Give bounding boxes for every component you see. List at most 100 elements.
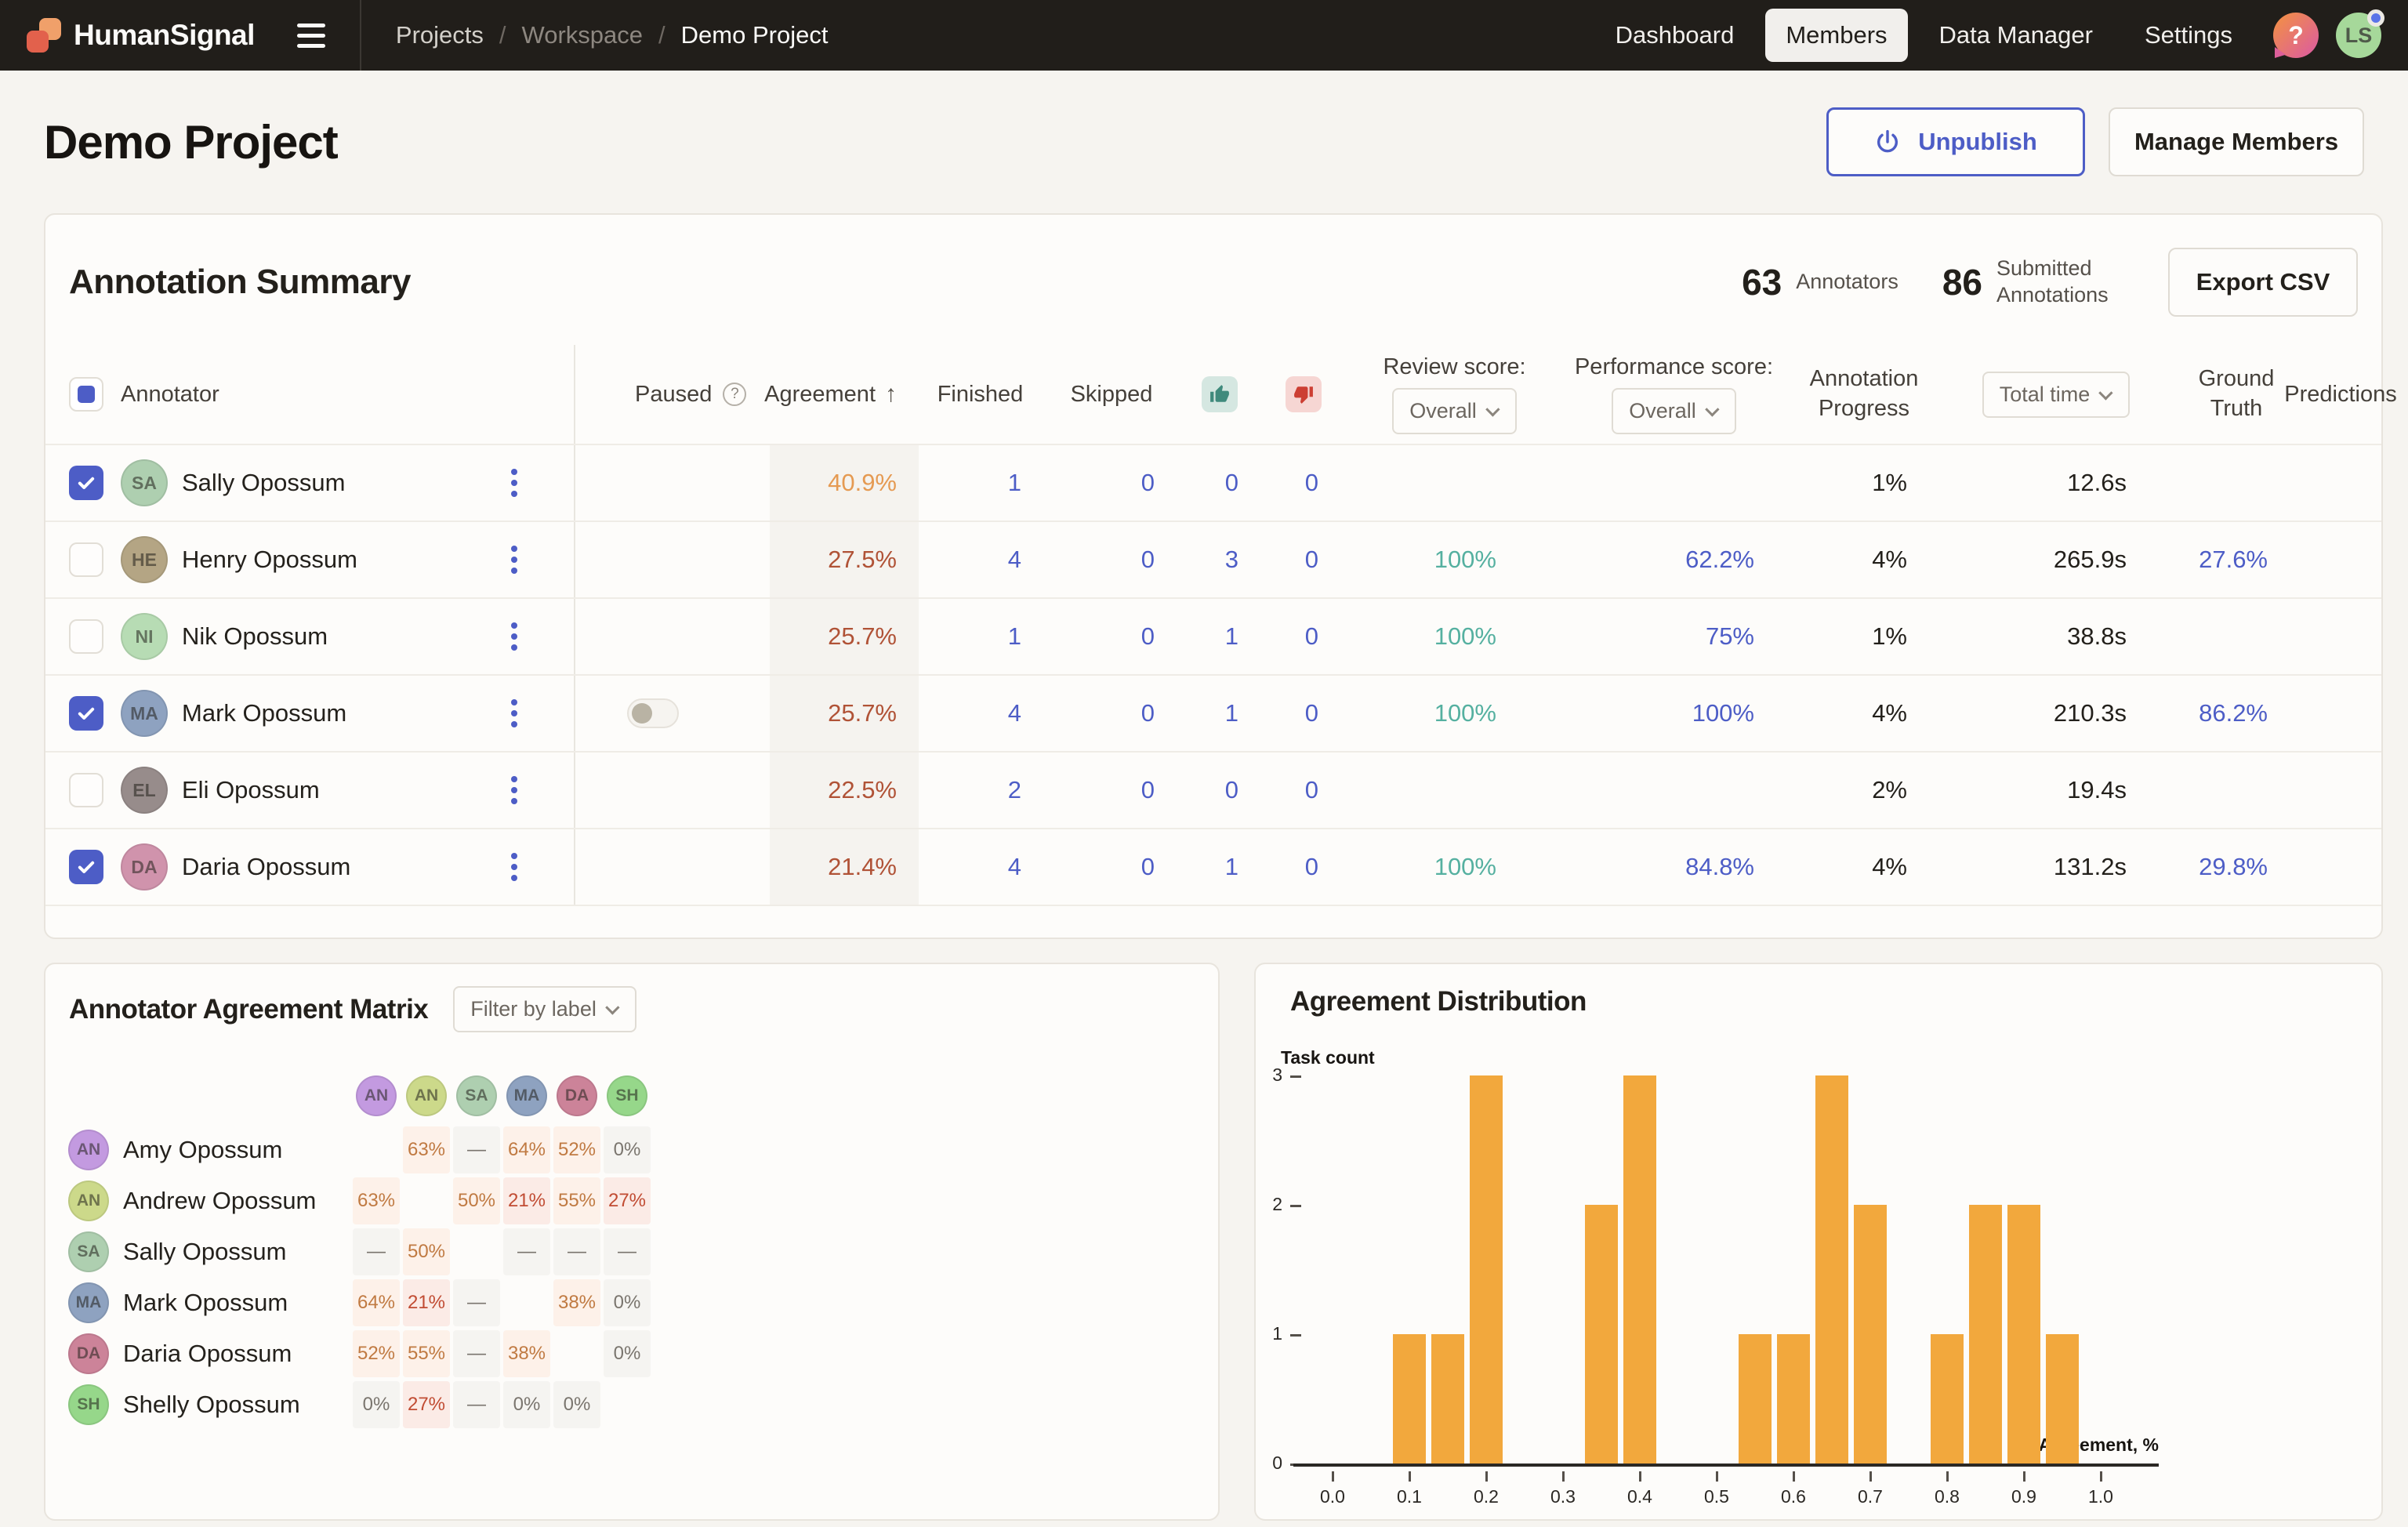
hamburger-menu-icon[interactable] [292,19,330,53]
breadcrumb-item-workspace[interactable]: Workspace [521,21,644,49]
matrix-cell: 38% [553,1279,600,1326]
nav-item-dashboard[interactable]: Dashboard [1615,21,1735,49]
row-menu-button[interactable] [495,616,533,657]
matrix-cell: 0% [604,1329,651,1377]
ground-truth-value: 29.8% [2199,853,2268,880]
agreement-value: 40.9% [828,469,897,496]
breadcrumb: Projects / Workspace / Demo Project [396,21,829,49]
x-tick-label: 1.0 [2088,1486,2113,1507]
summary-stats: 63 Annotators 86 Submitted Annotations [1742,256,2134,309]
nav-item-members[interactable]: Members [1765,9,1908,62]
row-checkbox[interactable] [69,773,103,807]
user-avatar[interactable]: LS [2336,9,2384,58]
annotator-avatar: HE [121,536,168,583]
y-tick-label: 1 [1272,1323,1282,1344]
nav-item-data-manager[interactable]: Data Manager [1938,21,2093,49]
total-time-select[interactable]: Total time [1982,371,2131,418]
row-menu-button[interactable] [495,693,533,734]
select-all-checkbox[interactable] [69,377,103,412]
matrix-cell: 50% [403,1228,450,1275]
row-checkbox[interactable] [69,542,103,577]
matrix-column-avatar: AN [356,1075,397,1116]
row-checkbox[interactable] [69,850,103,884]
x-tick-mark [1639,1471,1641,1482]
matrix-row-name: Sally Opossum [123,1237,287,1265]
matrix-cell: 0% [353,1380,400,1428]
row-checkbox[interactable] [69,696,103,731]
chart-bar [1431,1334,1464,1464]
matrix-cell: 55% [553,1177,600,1224]
matrix-cell: 0% [503,1380,550,1428]
thumbs-up-count: 1 [1224,853,1238,880]
agreement-value: 21.4% [828,853,897,880]
col-agreement[interactable]: Agreement ↑ [764,381,897,407]
row-checkbox[interactable] [69,619,103,654]
thumbs-up-count: 3 [1224,546,1238,573]
help-icon[interactable]: ? [2273,13,2319,58]
unpublish-button[interactable]: Unpublish [1826,107,2085,176]
matrix-column-avatar: AN [406,1075,447,1116]
stat-value: 63 [1742,262,1782,303]
row-menu-button[interactable] [495,770,533,811]
sort-ascending-icon: ↑ [885,381,897,407]
row-menu-button[interactable] [495,539,533,580]
annotator-table: Annotator Paused ? Agreement ↑ Finished … [45,345,2397,906]
performance-score-select[interactable]: Overall [1612,388,1736,434]
thumbs-down-count: 0 [1304,776,1318,803]
performance-score-value: 84.8% [1685,853,1754,880]
matrix-row-avatar: SA [68,1231,109,1272]
row-checkbox[interactable] [69,466,103,500]
skipped-count: 0 [1141,853,1155,880]
agreement-value: 22.5% [828,776,897,803]
manage-members-button[interactable]: Manage Members [2109,107,2364,176]
matrix-cell: — [453,1329,500,1377]
ground-truth-value: 27.6% [2199,546,2268,573]
chevron-down-icon [2098,385,2113,401]
matrix-cell: 21% [403,1279,450,1326]
total-time-value: 38.8s [2067,622,2127,650]
performance-score-label: Performance score: [1574,354,1774,379]
matrix-row-avatar: DA [68,1333,109,1374]
annotator-name: Nik Opossum [182,622,328,650]
matrix-cell: 63% [353,1177,400,1224]
x-tick-label: 0.7 [1858,1486,1883,1507]
annotation-summary-card: Annotation Summary 63 Annotators 86 Submitt… [44,213,2397,939]
agreement-column-highlight [770,445,919,906]
chart-bar [1815,1075,1848,1464]
col-finished[interactable]: Finished [937,381,1024,407]
agreement-matrix: AN AN SA MA DA SH AN Amy Opossum 63% —64% 52% 0% AN A… [45,1070,1218,1430]
x-tick-mark [1716,1471,1718,1482]
breadcrumb-item-projects[interactable]: Projects [395,21,484,49]
breadcrumb-item-demo-project[interactable]: Demo Project [680,21,829,49]
total-time-value: 19.4s [2067,776,2127,803]
row-menu-button[interactable] [495,847,533,887]
finished-count: 4 [1007,853,1021,880]
paused-help-icon[interactable]: ? [723,383,747,406]
table-row: MA Mark Opossum 25.7% 4 0 1 0 100% 100% 4% 210.3s 8… [45,676,2381,753]
x-tick-mark [1869,1471,1872,1482]
nav-item-settings[interactable]: Settings [2144,21,2232,49]
filter-by-label-select[interactable]: Filter by label [453,986,636,1032]
thumbs-down-icon [1286,376,1322,412]
matrix-cell-self [604,1381,651,1428]
paused-toggle[interactable] [627,698,679,728]
export-csv-button[interactable]: Export CSV [2168,248,2358,317]
matrix-cell: — [453,1279,500,1326]
row-menu-button[interactable] [495,462,533,503]
total-time-value: 131.2s [2053,853,2127,880]
col-annotator: Annotator [121,381,219,407]
x-tick-label: 0.8 [1935,1486,1960,1507]
matrix-column-avatar: DA [557,1075,597,1116]
review-score-select[interactable]: Overall [1392,388,1517,434]
agreement-matrix-card: Annotator Agreement Matrix Filter by lab… [44,963,1220,1521]
x-tick-mark [1793,1471,1795,1482]
breadcrumb-separator: / [499,21,506,49]
nav-links: Dashboard Members Data Manager Settings [1595,9,2253,62]
annotator-name: Eli Opossum [182,776,320,803]
matrix-row-name: Shelly Opossum [123,1390,300,1418]
humansignal-logo[interactable]: HumanSignal [27,18,255,53]
col-skipped[interactable]: Skipped [1070,381,1153,407]
matrix-cell: — [453,1380,500,1428]
thumbs-down-count: 0 [1304,699,1318,727]
matrix-cell: — [453,1126,500,1173]
